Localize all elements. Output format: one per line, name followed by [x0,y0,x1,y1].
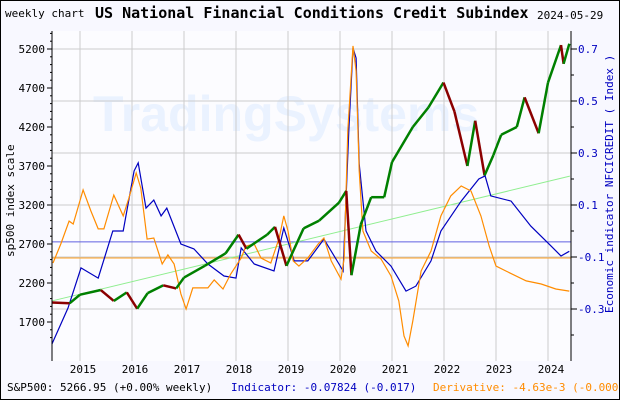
right-axis-label: Economic indicator NFCICREDIT ( Index ) [603,55,616,313]
left-tick-label: 4700 [19,82,46,95]
sp500-bar-segment [79,288,102,296]
footer-sp500: S&P500: 5266.95 (+0.00% weekly) [7,381,213,394]
left-axis-label: sp500 index scale [4,144,17,257]
right-tick-label: 0.5 [578,95,598,108]
sp500-bar-segment [204,252,227,267]
sp500-bar-segment [266,225,276,236]
right-tick-label: 0.3 [578,147,598,160]
sp500-bar-segment [136,292,149,310]
sp500-bar-segment [350,224,363,276]
sp500-bar-segment [285,227,305,267]
left-tick-label: 2700 [19,238,46,251]
sp500-bar-segment [125,291,139,310]
chart-title: US National Financial Conditions Credit … [95,4,529,22]
footer-indicator: Indicator: -0.07824 (-0.017) [231,381,417,394]
footer-derivative: Derivative: -4.63e-3 (-0.000) [433,381,620,394]
right-tick-label: 0.1 [578,199,598,212]
x-tick-label: 2018 [226,363,253,376]
chart-type-label: weekly chart [5,7,85,20]
left-tick-label: 3700 [19,160,46,173]
sp500-bar-segment [359,196,373,225]
sp500-bar-segment [466,120,477,167]
x-tick-label: 2017 [174,363,201,376]
x-tick-label: 2020 [330,363,357,376]
sp500-bar-segment [99,289,115,302]
sp500-bar-segment [273,226,288,267]
sp500-bar-segment [523,96,540,134]
sp500-bar-segment [303,219,320,230]
sp500-bar-segment [344,190,353,276]
sp500-bar-segment [318,201,340,222]
sp500-bar-segment [559,44,565,64]
sp500-bar-segment [224,233,240,255]
trend-line [51,175,570,302]
sp500-bar-segment [183,264,206,279]
left-tick-label: 2200 [19,277,46,290]
sp500-bar-segment [483,154,495,176]
sp500-bar-segment [147,284,164,295]
x-tick-label: 2022 [434,363,461,376]
sp500-bar-segment [237,234,248,250]
sp500-bar-segment [390,126,414,163]
right-tick-label: 0.7 [578,43,598,56]
sp500-bar-segment [442,82,456,112]
x-tick-label: 2016 [122,363,149,376]
sp500-bar-segment [113,291,128,302]
sp500-bar-segment [473,120,486,176]
x-tick-label: 2015 [70,363,97,376]
sp500-bar-segment [51,301,70,305]
sp500-bar-segment [337,190,348,204]
sp500-bar-segment [175,276,186,290]
sp500-bar-segment [500,125,518,136]
left-tick-label: 3200 [19,199,46,212]
sp500-bar-segment [427,81,445,109]
sp500-bar-segment [411,106,430,128]
x-tick-label: 2019 [278,363,305,376]
right-tick-label: -0.3 [578,303,605,316]
sp500-bar-segment [162,284,177,290]
x-tick-label: 2024 [538,363,565,376]
sp500-bar-segment [453,111,469,167]
sp500-bar-segment [68,293,81,305]
x-tick-label: 2021 [382,363,409,376]
sp500-bar-segment [562,43,571,65]
sp500-bar-segment [515,97,526,128]
left-tick-label: 1700 [19,316,46,329]
left-tick-label: 4200 [19,121,46,134]
right-tick-label: -0.1 [578,251,605,264]
sp500-bar-segment [492,134,503,156]
left-tick-label: 5200 [19,43,46,56]
sp500-bar-segment [546,44,563,83]
chart-date: 2024-05-29 [537,9,604,22]
sp500-bar-segment [382,161,394,198]
sp500-bar-segment [537,82,550,134]
x-tick-label: 2023 [486,363,513,376]
watermark: TradingSystems [93,86,479,142]
series-line-derivative [52,45,570,348]
sp500-bar-segment [245,233,268,250]
